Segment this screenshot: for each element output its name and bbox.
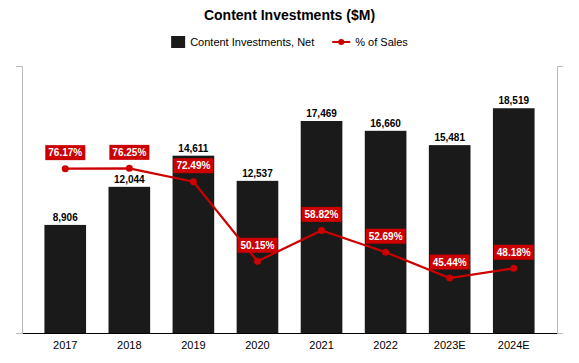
pct-label: 45.44% — [430, 255, 470, 270]
point — [382, 249, 389, 256]
pct-label: 50.15% — [238, 238, 278, 253]
point — [126, 165, 133, 172]
bar — [493, 108, 535, 333]
pct-label-box — [302, 207, 342, 222]
pct-label-box — [173, 158, 213, 173]
x-tick: 2018 — [117, 339, 141, 351]
pct-label-text: 76.17% — [48, 147, 82, 158]
line — [65, 168, 514, 278]
pct-label-box — [45, 145, 85, 160]
pct-label-text: 58.82% — [305, 209, 339, 220]
point — [190, 178, 197, 185]
point — [318, 227, 325, 234]
bar-label: 16,660 — [370, 118, 401, 129]
x-tick-label: 2020 — [245, 339, 269, 351]
pct-label: 52.69% — [366, 229, 406, 244]
bar — [301, 121, 343, 333]
x-tick: 2023E — [434, 339, 466, 351]
pct-label: 58.82% — [302, 207, 342, 222]
x-tick-label: 2023E — [434, 339, 466, 351]
pct-label-text: 45.44% — [433, 257, 467, 268]
pct-label-box — [109, 145, 149, 160]
point — [446, 275, 453, 282]
legend-marker — [338, 39, 344, 45]
x-tick: 2019 — [181, 339, 205, 351]
pct-label-box — [366, 229, 406, 244]
marks — [44, 108, 534, 333]
bar — [365, 131, 407, 333]
x-tick-label: 2017 — [53, 339, 77, 351]
pct-label-text: 72.49% — [176, 160, 210, 171]
bar — [237, 181, 279, 333]
pct-label: 76.25% — [109, 145, 149, 160]
y2-axis — [558, 67, 564, 334]
x-tick: 2021 — [309, 339, 333, 351]
pct-label-text: 76.25% — [112, 147, 146, 158]
bar-label: 14,611 — [178, 143, 208, 154]
data-labels: 8,906 12,044 14,611 12,537 17,469 16,660 15,48… — [45, 95, 534, 269]
pct-label: 48.18% — [494, 245, 534, 260]
point — [254, 258, 261, 265]
bar — [173, 156, 215, 333]
bar — [108, 187, 150, 333]
x-tick: 2022 — [373, 339, 397, 351]
bar-label: 18,519 — [498, 95, 529, 106]
point — [510, 265, 517, 272]
x-tick-label: 2024E — [498, 339, 530, 351]
legend: Content Investments, Net % of Sales — [171, 36, 408, 48]
title: Content Investments ($M) — [204, 7, 375, 23]
y2-axis-line — [558, 67, 564, 334]
legend-item: Content Investments, Net — [171, 36, 314, 48]
x-tick: 2017 — [53, 339, 77, 351]
x-tick-label: 2022 — [373, 339, 397, 351]
pct-label-text: 48.18% — [497, 247, 531, 258]
pct-label-text: 52.69% — [369, 231, 403, 242]
legend-label: % of Sales — [355, 36, 408, 48]
y-axis — [16, 67, 23, 334]
x-tick-label: 2021 — [309, 339, 333, 351]
pct-label-box — [430, 255, 470, 270]
bar-label: 17,469 — [306, 108, 337, 119]
chart: Content Investments ($M) 2017 2018 2019 2020… — [0, 0, 579, 363]
bar-label: 12,537 — [242, 168, 273, 179]
pct-label-text: 50.15% — [241, 240, 275, 251]
legend-swatch — [171, 36, 185, 48]
bar — [429, 145, 471, 333]
x-axis: 2017 2018 2019 2020 2021 2022 2023E 2024E — [23, 334, 558, 351]
pct-label-box — [494, 245, 534, 260]
bar-label: 8,906 — [53, 212, 78, 223]
x-tick-label: 2019 — [181, 339, 205, 351]
x-tick-label: 2018 — [117, 339, 141, 351]
plot: 2017 2018 2019 2020 2021 2022 2023E 2024E 8,906 1… — [16, 67, 563, 351]
bar — [44, 225, 86, 333]
pct-label: 72.49% — [173, 158, 213, 173]
pct-label-box — [238, 238, 278, 253]
x-tick: 2020 — [245, 339, 269, 351]
bar-label: 12,044 — [114, 174, 145, 185]
y-axis-line — [16, 67, 23, 334]
bar-label: 15,481 — [434, 132, 465, 143]
x-tick: 2024E — [498, 339, 530, 351]
legend-label: Content Investments, Net — [190, 36, 314, 48]
point — [62, 165, 69, 172]
legend-item: % of Sales — [332, 36, 408, 48]
x-axis-line — [23, 333, 558, 334]
pct-label: 76.17% — [45, 145, 85, 160]
